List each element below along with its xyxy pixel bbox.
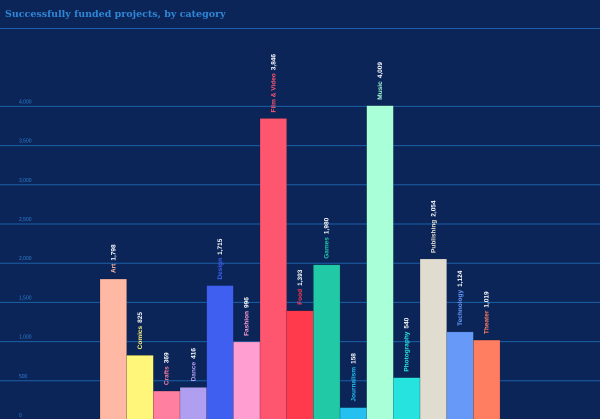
y-tick-label: 1,500	[19, 295, 32, 301]
bar-label: Music 4,009	[377, 62, 384, 100]
bar-label: Dance 416	[190, 348, 197, 382]
bar-label: Fashion 996	[244, 297, 251, 336]
value-label: 2,054	[430, 200, 437, 217]
value-label: 416	[190, 348, 197, 359]
y-tick-label: 4,000	[19, 99, 32, 105]
y-tick-label: 2,000	[19, 256, 32, 262]
bar-label: Art 1,798	[110, 244, 117, 273]
bars	[99, 105, 501, 419]
category-label: Art	[110, 263, 117, 273]
bar-label: Design 1,715	[217, 238, 224, 279]
bar	[286, 310, 314, 419]
bar-label: Crafts 369	[164, 352, 171, 385]
y-tick-label: 2,500	[19, 217, 32, 223]
bar	[419, 258, 448, 419]
category-label: Design	[217, 258, 224, 280]
category-label: Film & Video	[270, 73, 277, 112]
bar	[313, 264, 341, 419]
bar-label: Games 1,980	[324, 217, 331, 258]
bar-label: Film & Video 3,846	[270, 54, 277, 113]
category-label: Fashion	[244, 311, 251, 336]
bar	[153, 390, 181, 419]
y-tick-label: 3,500	[19, 139, 32, 145]
value-label: 996	[244, 297, 251, 308]
y-tick-label: 3,000	[19, 178, 32, 184]
value-label: 3,846	[270, 54, 277, 71]
y-tick-label: 0	[19, 413, 22, 419]
category-label: Food	[297, 289, 304, 305]
bar	[473, 339, 501, 419]
value-label: 1,393	[297, 269, 304, 286]
value-label: 540	[404, 317, 411, 328]
bar-label: Technology 1,124	[457, 270, 464, 326]
value-label: 4,009	[377, 62, 384, 79]
y-tick-label: 500	[19, 374, 28, 380]
bar-label: Comics 825	[137, 312, 144, 350]
value-label: 1,715	[217, 238, 224, 255]
bar	[446, 331, 474, 419]
category-label: Journalism	[350, 367, 357, 402]
bar-label: Journalism 158	[350, 353, 357, 402]
value-label: 825	[137, 312, 144, 323]
category-label: Theater	[484, 310, 491, 334]
top-border-line	[0, 28, 600, 29]
category-label: Comics	[137, 325, 144, 349]
category-label: Games	[324, 237, 331, 259]
category-label: Dance	[190, 361, 197, 381]
bar	[126, 355, 154, 419]
category-label: Music	[377, 81, 384, 100]
value-label: 158	[350, 353, 357, 364]
value-label: 1,980	[324, 217, 331, 234]
bar	[179, 387, 207, 419]
value-label: 1,124	[457, 270, 464, 287]
chart-title: Successfully funded projects, by categor…	[5, 9, 226, 20]
y-tick-label: 1,000	[19, 335, 32, 341]
category-label: Crafts	[164, 366, 171, 385]
bar-label: Publishing 2,054	[430, 200, 437, 253]
category-label: Technology	[457, 290, 464, 326]
bar	[259, 118, 287, 419]
bar	[339, 407, 367, 419]
value-label: 369	[164, 352, 171, 363]
bar	[233, 341, 261, 419]
bar-label: Food 1,393	[297, 269, 304, 305]
category-label: Publishing	[430, 220, 437, 253]
bar	[206, 285, 234, 419]
bar	[366, 105, 394, 419]
bar-label: Photography 540	[404, 317, 411, 371]
bar	[99, 278, 127, 419]
category-label: Photography	[404, 331, 411, 371]
bar-label: Theater 1,019	[484, 291, 491, 334]
bar	[393, 377, 421, 419]
value-label: 1,019	[484, 291, 491, 308]
bar-labels: Art 1,798 Comics 825 Crafts 369 Dance 416 Design…	[110, 54, 490, 402]
value-label: 1,798	[110, 244, 117, 261]
